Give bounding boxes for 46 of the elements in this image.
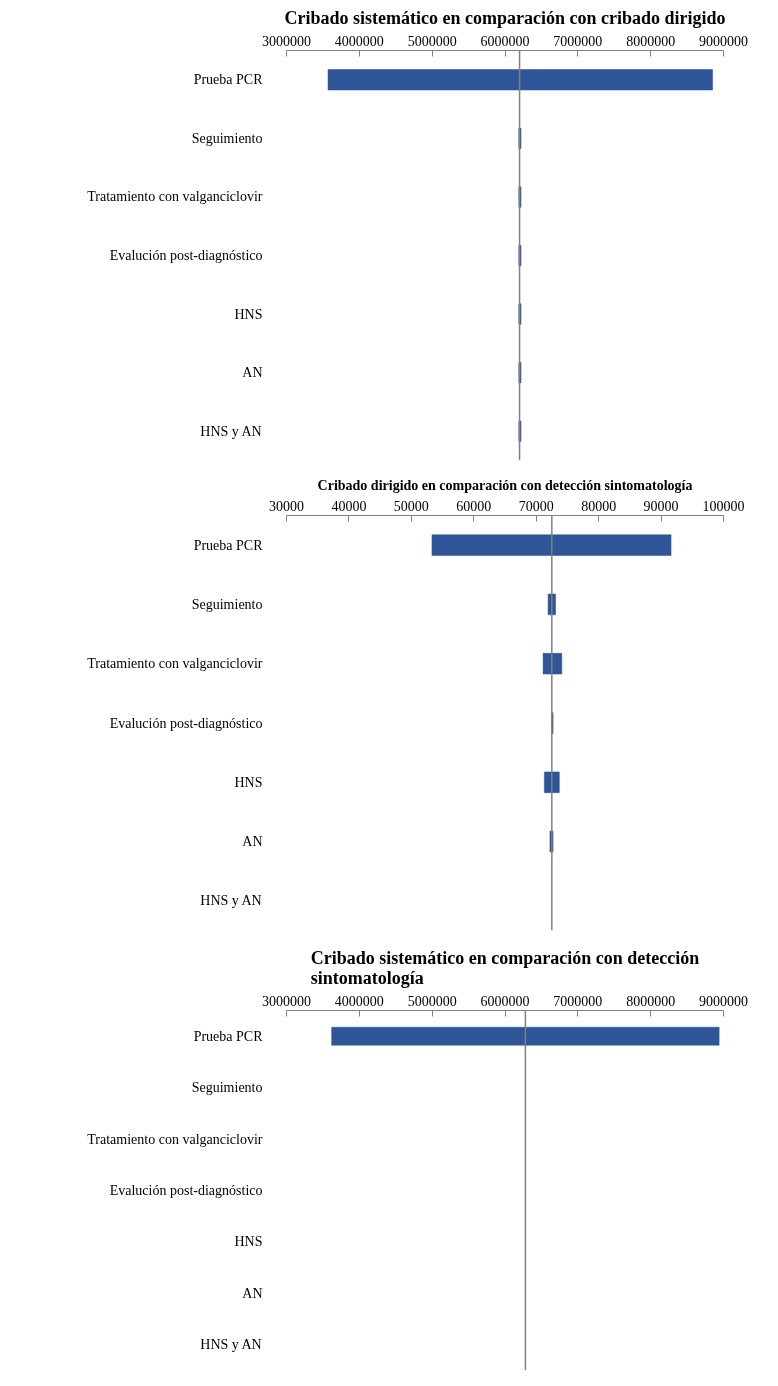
y-tick-label: Tratamiento con valganciclovir <box>87 656 263 672</box>
y-tick-label: HNS <box>234 774 263 790</box>
x-tick-label: 3000000 <box>262 33 311 49</box>
y-tick-label: Tratamiento con valganciclovir <box>87 189 263 205</box>
x-tick-label: 30000 <box>269 498 304 514</box>
x-tick-label: 5000000 <box>407 33 457 49</box>
y-tick-label: Seguimiento <box>191 130 263 146</box>
y-tick-label: Tratamiento con valganciclovir <box>87 1131 263 1147</box>
chart-title: Cribado dirigido en comparación con detección sintomatología <box>317 477 693 493</box>
y-tick-label: Prueba PCR <box>193 537 264 553</box>
y-tick-label: HNS <box>234 1234 263 1250</box>
x-tick-label: 50000 <box>393 498 429 514</box>
x-tick-label: 8000000 <box>626 993 676 1009</box>
chart-title: Cribado sistemático en comparación con cribado dirigido <box>284 7 726 28</box>
x-tick-label: 3000000 <box>262 993 311 1009</box>
y-tick-label: Seguimiento <box>191 1080 263 1096</box>
x-tick-label: 4000000 <box>334 993 384 1009</box>
x-tick-label: 9000000 <box>699 33 748 49</box>
y-tick-label: AN <box>242 834 263 850</box>
y-tick-label: Evalución post-diagnóstico <box>109 1183 263 1198</box>
x-tick-label: 8000000 <box>626 33 676 49</box>
x-tick-label: 60000 <box>456 498 492 514</box>
y-tick-label: Evalución post-diagnóstico <box>109 248 263 263</box>
x-tick-label: 6000000 <box>480 33 530 49</box>
x-tick-label: 80000 <box>581 498 617 514</box>
x-tick-label: 70000 <box>518 498 554 514</box>
x-tick-label: 90000 <box>643 498 679 514</box>
x-tick-label: 5000000 <box>407 993 457 1009</box>
y-tick-label: Prueba PCR <box>193 1028 264 1044</box>
x-tick-label: 6000000 <box>480 993 530 1009</box>
y-tick-label: Prueba PCR <box>193 72 264 88</box>
y-tick-label: AN <box>242 365 263 381</box>
y-tick-label: Evalución post-diagnóstico <box>109 715 263 731</box>
y-tick-label: HNS y AN <box>200 423 262 439</box>
x-tick-label: 100000 <box>702 498 745 514</box>
y-tick-label: Seguimiento <box>191 596 263 612</box>
y-tick-label: HNS y AN <box>200 1337 262 1353</box>
x-tick-label: 7000000 <box>553 33 603 49</box>
y-tick-label: AN <box>242 1285 263 1301</box>
x-tick-label: 4000000 <box>334 33 384 49</box>
chart-title: Cribado sistemático en comparación con detección sintomatología <box>310 947 700 988</box>
x-tick-label: 7000000 <box>553 993 603 1009</box>
y-tick-label: HNS y AN <box>200 893 262 909</box>
x-tick-label: 40000 <box>331 498 367 514</box>
x-tick-label: 9000000 <box>699 993 748 1009</box>
y-tick-label: HNS <box>234 306 263 322</box>
